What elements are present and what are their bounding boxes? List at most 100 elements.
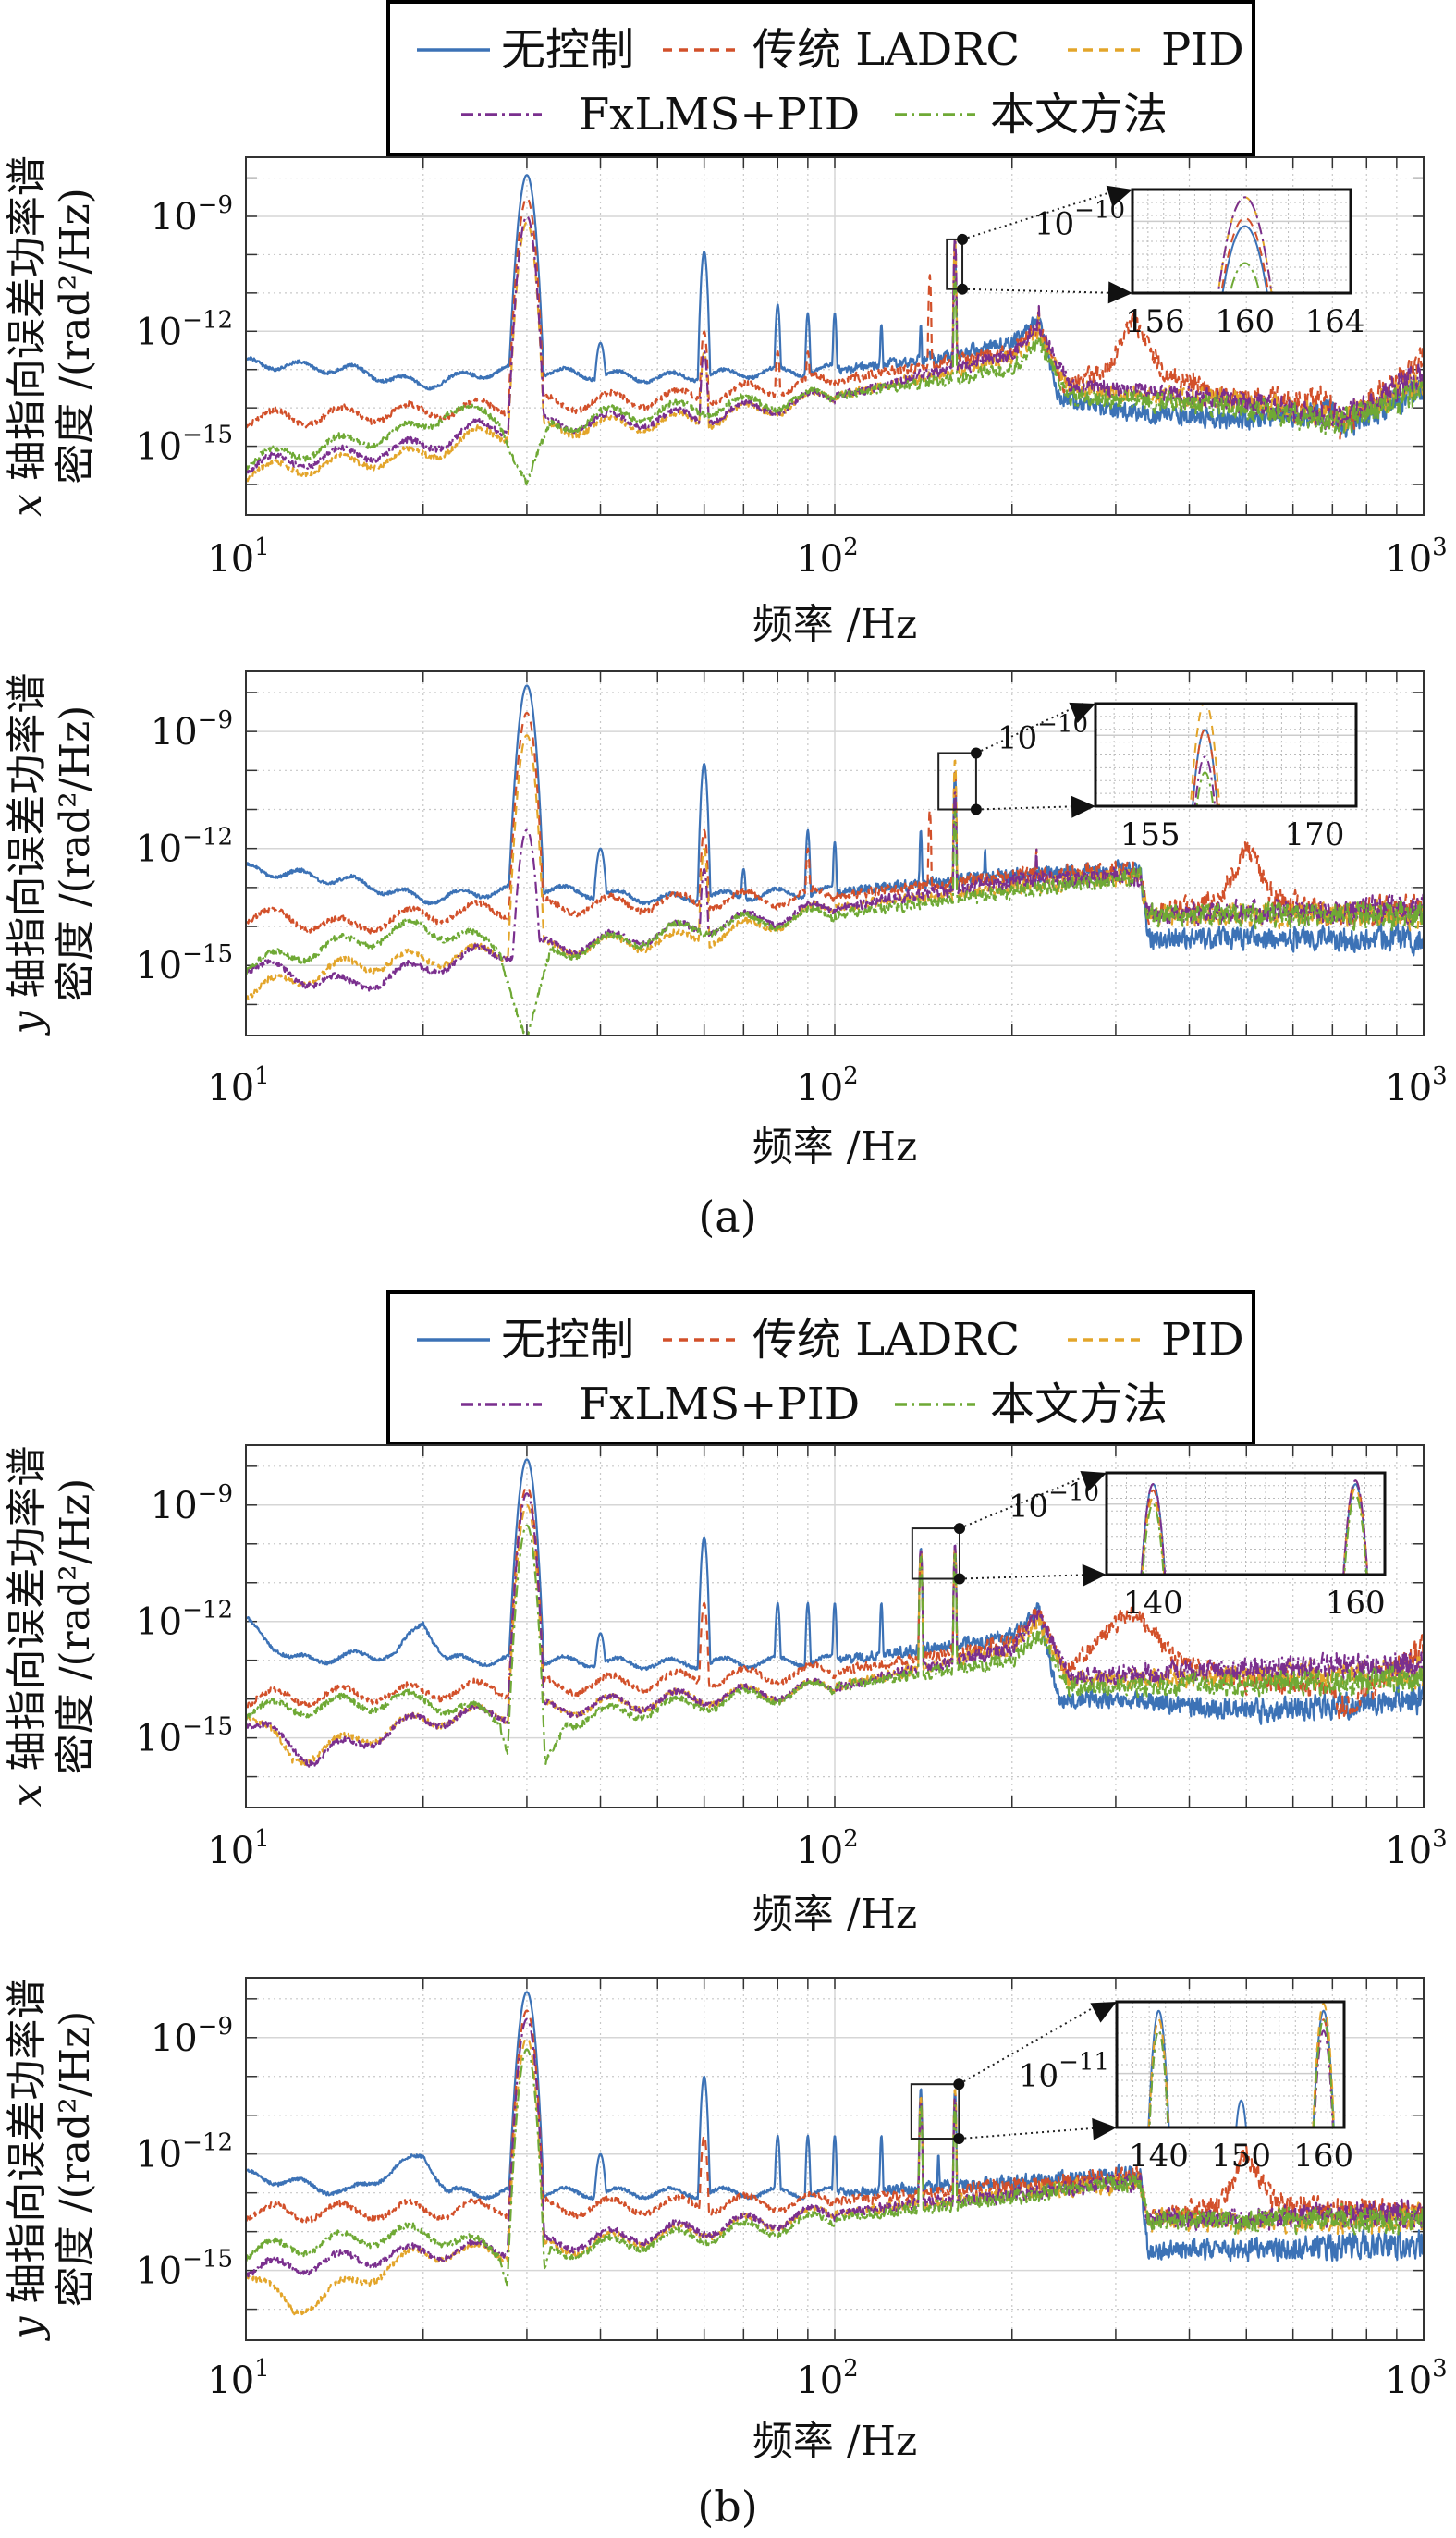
- inset-y-tick-label: 10−11: [1019, 2049, 1109, 2095]
- inset-series: [1217, 196, 1273, 293]
- tick-exponent: 3: [1432, 1062, 1448, 1090]
- connector-dot: [953, 1573, 965, 1585]
- zoom-inset: 155 170 10−10: [937, 702, 1358, 853]
- tick-exponent: −9: [198, 191, 233, 219]
- tick-base: 10: [135, 426, 182, 469]
- legend-label: 传统 LADRC: [752, 1314, 1020, 1366]
- series-line-2: [246, 2009, 1424, 2231]
- inset-series: [1147, 2002, 1336, 2127]
- legend-box: [386, 1290, 1255, 1446]
- tick-base: 10: [1009, 1489, 1048, 1526]
- inset-y-tick-label: 10−10: [1034, 196, 1125, 242]
- series-line-5: [246, 1524, 1424, 1765]
- legend-entry: 传统 LADRC: [663, 24, 1020, 76]
- series-line-4: [246, 791, 1424, 992]
- inset-series-line-1: [1147, 2009, 1335, 2127]
- zoom-inset: 140 160 10−10: [911, 1470, 1387, 1622]
- zoom-region-box: [910, 2083, 960, 2140]
- legend-entry: 无控制: [417, 24, 634, 76]
- tick-base: 10: [135, 1601, 182, 1644]
- tick-base: 10: [1385, 1067, 1432, 1110]
- legend-entry: PID: [1068, 24, 1244, 76]
- y-tick-label: 10−15: [135, 1713, 233, 1760]
- tick-base: 10: [151, 196, 198, 239]
- x-axis-label: 频率 /Hz: [752, 2418, 917, 2465]
- x-tick-label: 103: [1385, 1825, 1447, 1872]
- series-line-5: [246, 810, 1424, 1036]
- y-axis-variable: x: [4, 494, 51, 517]
- tick-exponent: −9: [198, 2013, 233, 2041]
- inset-series-line-1: [1221, 225, 1268, 293]
- y-tick-label: 10−12: [135, 306, 233, 353]
- tick-base: 10: [1385, 2360, 1432, 2402]
- zoom-connector: [962, 288, 1120, 294]
- tick-exponent: 2: [843, 1062, 859, 1090]
- tick-exponent: 1: [254, 1825, 270, 1853]
- series-group: [246, 684, 1424, 1036]
- connector-dot: [953, 2078, 965, 2090]
- inset-x-tick-label: 140: [1123, 1585, 1183, 1622]
- legend: 无控制 传统 LADRC PID FxLMS+PID 本文方法: [386, 0, 1255, 157]
- zoom-connector: [959, 2127, 1105, 2140]
- tick-exponent: 2: [843, 2355, 859, 2383]
- legend-label: 本文方法: [990, 89, 1168, 141]
- x-tick-label: 102: [796, 1062, 858, 1110]
- inset-x-tick-label: 170: [1285, 816, 1345, 853]
- tick-base: 10: [796, 2360, 843, 2402]
- series-group: [246, 1458, 1424, 1768]
- psd-plot-1: 101 102 10310−910−1210−15频率 /Hzx 轴指向误差功率谱密…: [4, 155, 1448, 648]
- tick-exponent: −12: [182, 1597, 233, 1625]
- axes-frame: [245, 156, 1425, 516]
- x-axis-label: 频率 /Hz: [752, 601, 917, 648]
- x-tick-label: 101: [207, 2355, 269, 2402]
- tick-base: 10: [151, 2017, 198, 2060]
- tick-base: 10: [207, 1067, 254, 1110]
- x-tick-label: 103: [1385, 533, 1447, 581]
- zoom-connector: [959, 1574, 1095, 1580]
- legend-entry: 传统 LADRC: [663, 1314, 1020, 1366]
- tick-base: 10: [135, 2134, 182, 2176]
- legend: 无控制 传统 LADRC PID FxLMS+PID 本文方法: [386, 1290, 1255, 1446]
- psd-plot-4: 101 102 10310−910−1210−15频率 /Hzy 轴指向误差功率谱密…: [4, 1977, 1448, 2465]
- y-tick-label: 10−12: [135, 1597, 233, 1644]
- x-tick-label: 103: [1385, 1062, 1447, 1110]
- zoom-region-box: [937, 752, 977, 811]
- inset-y-tick-label: 10−10: [1009, 1479, 1099, 1526]
- inset-series-line-5: [1148, 2018, 1335, 2127]
- inset-frame: [1115, 2000, 1346, 2129]
- inset-y-tick-label: 10−10: [997, 710, 1088, 756]
- inset-x-tick-label: 156: [1125, 303, 1185, 340]
- inset-series-line-2: [1141, 1479, 1369, 1575]
- tick-exponent: 3: [1432, 1825, 1448, 1853]
- tick-exponent: 1: [254, 1062, 270, 1090]
- legend-entry: 本文方法: [895, 89, 1168, 141]
- tick-exponent: 2: [843, 1825, 859, 1853]
- series-line-5: [246, 276, 1424, 486]
- inset-x-tick-label: 155: [1120, 816, 1181, 853]
- tick-base: 10: [135, 2250, 182, 2293]
- tick-base: 10: [997, 719, 1037, 756]
- tick-base: 10: [1019, 2058, 1058, 2095]
- tick-exponent: −12: [182, 824, 233, 852]
- tick-base: 10: [135, 945, 182, 987]
- legend-label: 本文方法: [990, 1379, 1168, 1430]
- axes-frame: [245, 670, 1425, 1036]
- tick-exponent: −10: [1074, 196, 1125, 224]
- series-line-1: [246, 1458, 1424, 1725]
- tick-exponent: −15: [182, 940, 233, 968]
- y-axis-label-line1: 轴指向误差功率谱: [4, 155, 51, 494]
- tick-base: 10: [151, 711, 198, 754]
- x-tick-label: 101: [207, 1062, 269, 1110]
- x-tick-label: 103: [1385, 2355, 1447, 2402]
- tick-base: 10: [796, 1830, 843, 1872]
- tick-exponent: −10: [1037, 710, 1088, 738]
- y-axis-label: y 轴指向误差功率谱: [4, 673, 51, 1036]
- y-axis-label-line2: 密度 /(rad²/Hz): [52, 705, 99, 1002]
- legend-label: 无控制: [501, 24, 634, 76]
- tick-exponent: 2: [843, 533, 859, 561]
- legend-entry: 无控制: [417, 1314, 634, 1366]
- zoom-connector: [958, 2001, 1105, 2086]
- legend-entry: FxLMS+PID: [461, 1379, 860, 1430]
- legend-label: FxLMS+PID: [579, 89, 860, 141]
- y-tick-label: 10−9: [151, 191, 233, 239]
